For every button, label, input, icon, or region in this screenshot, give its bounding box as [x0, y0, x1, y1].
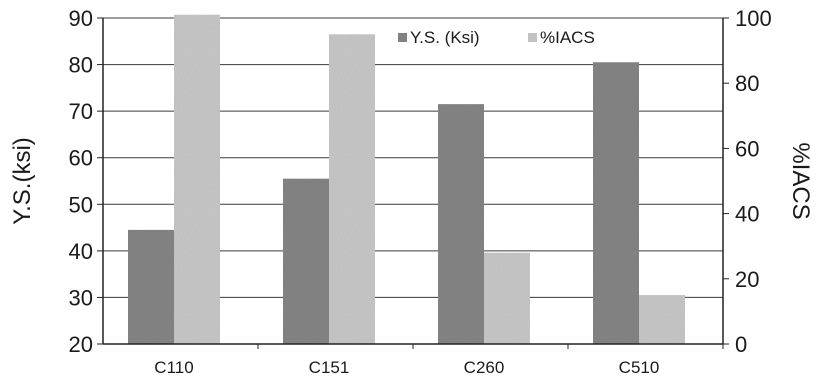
y-axis-title: Y.S.(ksi) — [9, 137, 36, 225]
ys-bar-c110 — [128, 229, 174, 344]
x-tick-label: C110 — [154, 358, 193, 377]
left-axis-ticks: 20 30 40 50 60 70 80 90 — [69, 6, 103, 357]
y-tick-label: 20 — [69, 332, 93, 357]
ys-bar-c260 — [438, 104, 484, 345]
y2-tick-label: 100 — [735, 6, 772, 31]
y-tick-label: 70 — [69, 99, 93, 124]
x-tick-label: C510 — [619, 358, 660, 377]
legend: Y.S. (Ksi) %IACS — [398, 28, 595, 47]
y2-tick-label: 20 — [735, 267, 759, 292]
right-axis-ticks: 0 20 40 60 80 100 — [723, 6, 772, 357]
iacs-bar-c260 — [484, 252, 530, 344]
y2-tick-label: 60 — [735, 136, 759, 161]
y2-tick-label: 40 — [735, 202, 759, 227]
iacs-bar-c110 — [174, 14, 220, 345]
y2-tick-label: 80 — [735, 71, 759, 96]
category-labels: C110 C151 C260 C510 — [154, 344, 724, 377]
y-tick-label: 30 — [69, 285, 93, 310]
y2-axis-title: %IACS — [787, 142, 814, 219]
y-tick-label: 40 — [69, 239, 93, 264]
ys-bar-c151 — [283, 178, 329, 344]
y-tick-label: 80 — [69, 53, 93, 78]
y-tick-label: 50 — [69, 192, 93, 217]
x-tick-label: C151 — [309, 358, 350, 377]
ys-bar-c510 — [593, 62, 639, 344]
legend-swatch — [398, 33, 407, 42]
legend-label: Y.S. (Ksi) — [410, 28, 480, 47]
x-tick-label: C260 — [464, 358, 505, 377]
y-tick-label: 60 — [69, 146, 93, 171]
y-tick-label: 90 — [69, 6, 93, 31]
iacs-bar-c510 — [639, 295, 685, 344]
iacs-bar-c151 — [329, 34, 375, 345]
bars — [128, 14, 685, 345]
legend-label: %IACS — [540, 28, 595, 47]
legend-swatch — [528, 33, 537, 42]
y2-tick-label: 0 — [735, 332, 747, 357]
